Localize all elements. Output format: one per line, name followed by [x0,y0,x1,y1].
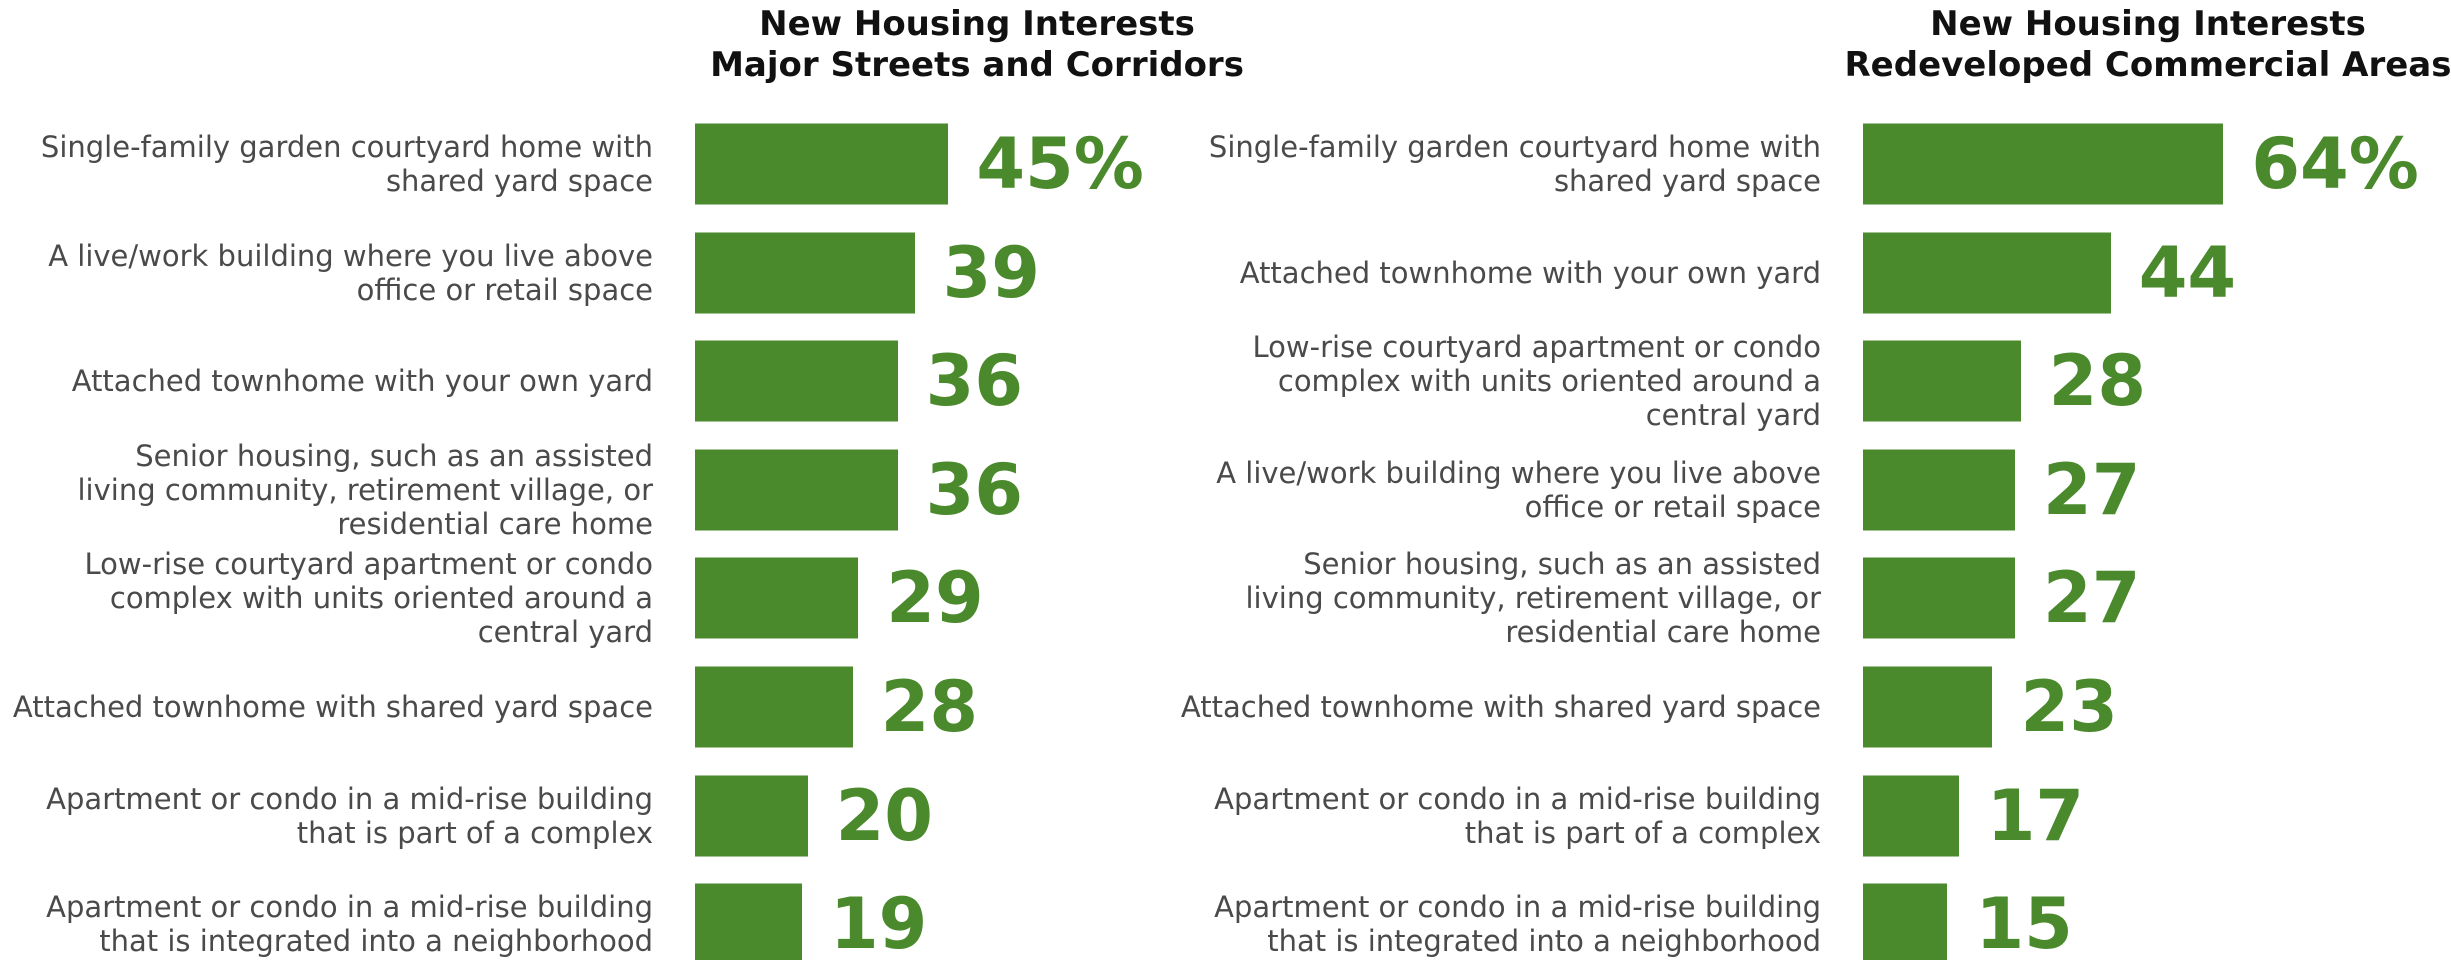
value-label: 27 [2043,448,2141,531]
value-label: 17 [1986,774,2085,857]
chart-title: New Housing Interests Major Streets and … [710,4,1244,85]
value-label: 28 [880,666,979,748]
category-label: Apartment or condo in a mid-rise buildin… [46,890,653,959]
value-label: 45% [976,123,1144,205]
category-label: A live/work building where you live abov… [48,238,653,307]
bar [1863,340,2021,422]
bar [1863,232,2111,314]
value-label: 39 [942,231,1040,314]
value-label: 28 [2048,340,2147,423]
value-label: 36 [925,448,1024,531]
value-label: 20 [835,774,934,857]
value-label: 44 [2138,231,2237,314]
value-label: 27 [2043,557,2141,640]
value-label: 23 [2020,666,2118,748]
bar [1863,775,1959,857]
bar [695,232,915,314]
category-label: Attached townhome with your own yard [1239,255,1821,290]
value-label: 64% [2251,123,2419,205]
chart-title: New Housing Interests Redeveloped Commer… [1844,4,2451,85]
bar [695,666,853,748]
category-label: Senior housing, such as an assisted livi… [1245,547,1821,650]
category-label: Attached townhome with shared yard space [1180,690,1821,724]
bar [1863,557,2015,639]
category-label: Low-rise courtyard apartment or condo co… [1252,330,1821,433]
category-label: Single-family garden courtyard home with… [1208,130,1821,198]
bar [695,340,898,422]
bar [1863,666,1993,748]
bar [1863,123,2224,205]
category-label: Senior housing, such as an assisted livi… [77,438,653,541]
value-label: 15 [1975,883,2073,960]
category-label: A live/work building where you live abov… [1216,455,1821,524]
bar [695,883,802,960]
category-label: Apartment or condo in a mid-rise buildin… [46,781,653,850]
bar [695,775,808,857]
category-label: Attached townhome with shared yard space [12,690,653,724]
bar [695,123,949,205]
category-label: Low-rise courtyard apartment or condo co… [84,547,653,650]
category-label: Apartment or condo in a mid-rise buildin… [1214,781,1821,850]
bar [1863,449,2015,531]
bar [695,449,898,531]
bar [695,557,859,639]
value-label: 19 [829,883,928,960]
category-label: Single-family garden courtyard home with… [40,130,653,198]
bar [1863,883,1948,960]
value-label: 29 [886,557,984,640]
category-label: Attached townhome with your own yard [71,364,653,399]
value-label: 36 [925,340,1024,423]
category-label: Apartment or condo in a mid-rise buildin… [1214,890,1821,959]
